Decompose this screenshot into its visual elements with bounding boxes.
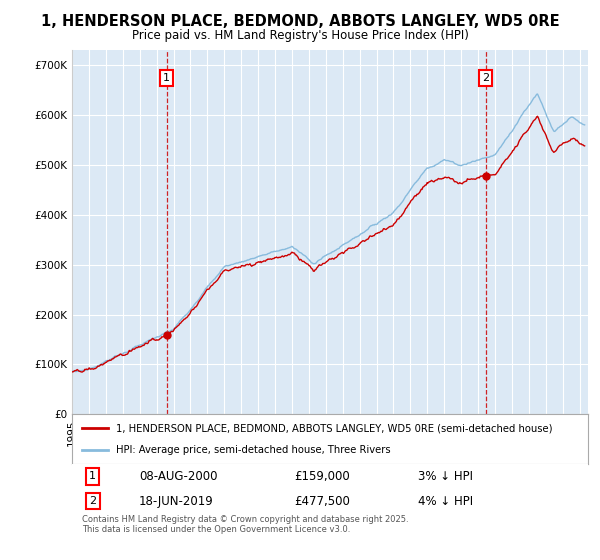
- Text: 1: 1: [163, 73, 170, 83]
- Text: HPI: Average price, semi-detached house, Three Rivers: HPI: Average price, semi-detached house,…: [116, 445, 391, 455]
- Text: 18-JUN-2019: 18-JUN-2019: [139, 494, 214, 507]
- Text: £477,500: £477,500: [294, 494, 350, 507]
- Text: £159,000: £159,000: [294, 470, 350, 483]
- Text: 1: 1: [89, 471, 96, 481]
- Text: 1, HENDERSON PLACE, BEDMOND, ABBOTS LANGLEY, WD5 0RE (semi-detached house): 1, HENDERSON PLACE, BEDMOND, ABBOTS LANG…: [116, 423, 553, 433]
- Text: Price paid vs. HM Land Registry's House Price Index (HPI): Price paid vs. HM Land Registry's House …: [131, 29, 469, 42]
- Text: 2: 2: [482, 73, 490, 83]
- Text: Contains HM Land Registry data © Crown copyright and database right 2025.
This d: Contains HM Land Registry data © Crown c…: [82, 515, 409, 534]
- Text: 1, HENDERSON PLACE, BEDMOND, ABBOTS LANGLEY, WD5 0RE: 1, HENDERSON PLACE, BEDMOND, ABBOTS LANG…: [41, 14, 559, 29]
- Text: 2: 2: [89, 496, 96, 506]
- Text: 3% ↓ HPI: 3% ↓ HPI: [418, 470, 473, 483]
- Text: 4% ↓ HPI: 4% ↓ HPI: [418, 494, 473, 507]
- Text: 08-AUG-2000: 08-AUG-2000: [139, 470, 218, 483]
